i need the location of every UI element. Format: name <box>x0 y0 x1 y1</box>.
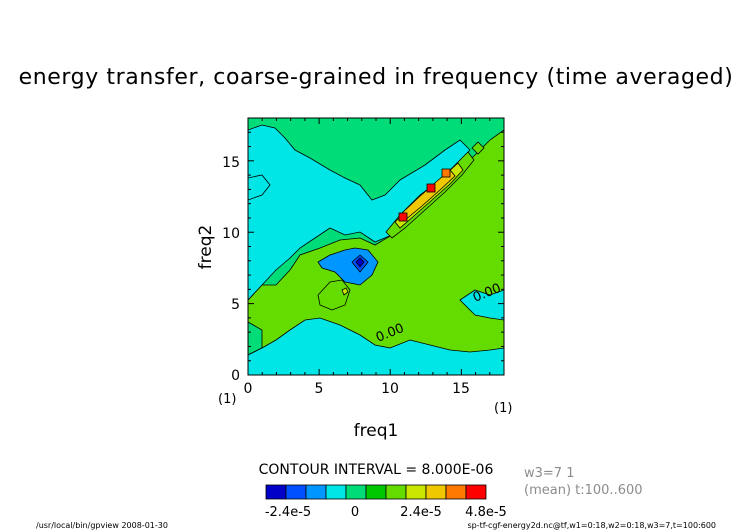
contour-region-ridge-3 <box>399 169 456 221</box>
colorbar-label-zero: 0 <box>351 505 359 520</box>
footer-right: sp-tf-cgf-energy2d.nc@tf,w1=0:18,w2=0:18… <box>467 521 716 530</box>
colorbar <box>265 484 487 500</box>
info-line-2: (mean) t:100..600 <box>524 483 643 498</box>
colorbar-label-pos: 2.4e-5 <box>400 505 442 520</box>
colorbar-cell <box>325 484 347 500</box>
colorbar-tick-labels: -2.4e-5 0 2.4e-5 4.8e-5 <box>265 505 507 520</box>
x-axis-tick-labels: 0 5 10 15 <box>244 381 470 397</box>
footer-left: /usr/local/bin/gpview 2008-01-30 <box>36 521 168 530</box>
colorbar-cell <box>365 484 387 500</box>
contour-interval-text: CONTOUR INTERVAL = 8.000E-06 <box>259 462 494 478</box>
y-tick-label-15: 15 <box>222 155 240 171</box>
colorbar-cell <box>305 484 327 500</box>
contour-region-negative-lower <box>248 317 504 375</box>
x-tick-label-0: 0 <box>244 381 253 397</box>
chart-title: energy transfer, coarse-grained in frequ… <box>19 65 734 90</box>
y-axis-unit: (1) <box>218 392 236 407</box>
x-tick-label-10: 10 <box>381 381 399 397</box>
colorbar-cell <box>265 484 287 500</box>
x-tick-label-5: 5 <box>315 381 324 397</box>
axis-ticks <box>247 117 505 376</box>
x-axis-label: freq1 <box>354 421 399 441</box>
contour-region-min-core <box>355 257 365 268</box>
colorbar-cell <box>405 484 427 500</box>
contour-region-neg-left <box>248 174 271 201</box>
colorbar-label-pos2: 4.8e-5 <box>465 505 507 520</box>
colorbar-cell <box>385 484 407 500</box>
x-tick-label-15: 15 <box>452 381 470 397</box>
y-tick-label-5: 5 <box>231 297 240 313</box>
y-tick-label-10: 10 <box>222 226 240 242</box>
y-axis-tick-labels: 0 5 10 15 <box>222 155 240 384</box>
colorbar-label-neg: -2.4e-5 <box>265 505 311 520</box>
colorbar-cell <box>285 484 307 500</box>
contour-field <box>248 118 504 375</box>
y-tick-label-0: 0 <box>231 368 240 384</box>
colorbar-cell <box>345 484 367 500</box>
contour-region-pos-blob <box>317 279 351 311</box>
colorbar-cell <box>445 484 467 500</box>
contour-region-small-pos <box>471 141 485 155</box>
info-line-1: w3=7 1 <box>524 466 574 481</box>
contour-region-pos-blob-inner <box>341 287 349 296</box>
contour-peak-2 <box>426 183 436 193</box>
x-axis-unit: (1) <box>494 401 512 416</box>
colorbar-cell <box>425 484 447 500</box>
contour-region-right-neg <box>459 289 504 321</box>
contour-peak-1 <box>398 212 408 222</box>
colorbar-cell <box>465 484 487 500</box>
contour-peak-3 <box>441 168 451 178</box>
y-axis-label: freq2 <box>196 225 216 270</box>
contour-region-negative <box>248 124 471 301</box>
